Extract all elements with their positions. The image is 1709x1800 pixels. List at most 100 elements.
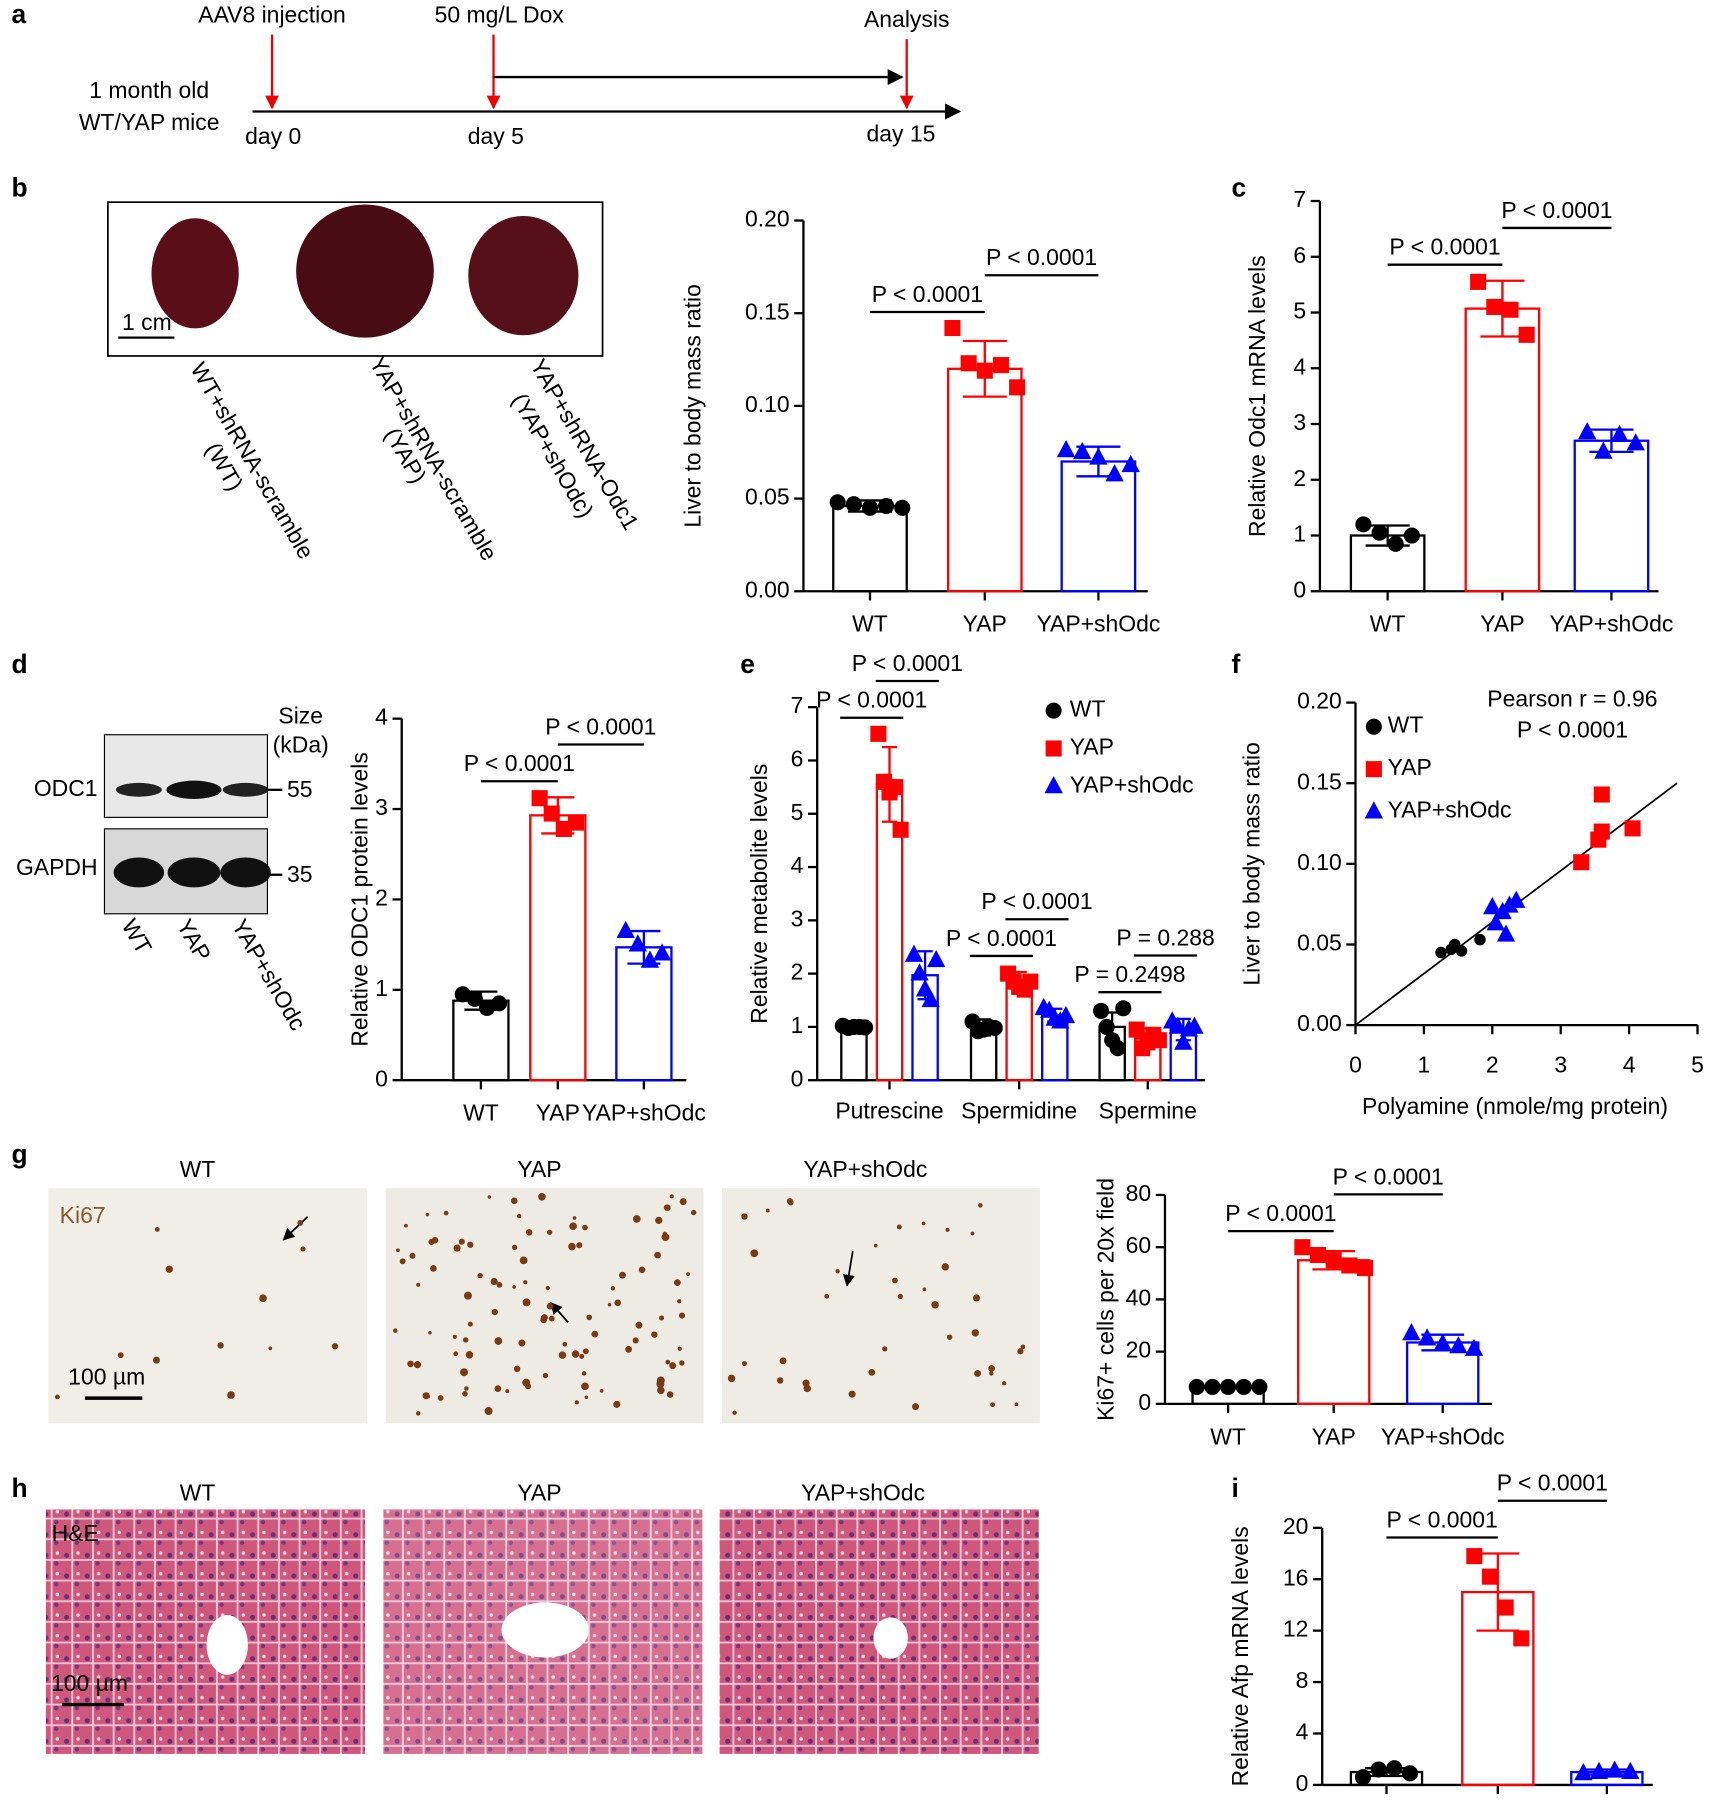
data-point <box>567 814 585 831</box>
panel-letters: a b c d e f g h i <box>11 0 1246 1503</box>
liver <box>151 218 239 329</box>
x-tick-label: 2 <box>1486 1051 1499 1077</box>
band-label: GAPDH <box>16 854 98 880</box>
he-images: WT YAP YAP+shOdc H&E 100 µm <box>45 1480 1039 1754</box>
band <box>167 857 221 888</box>
error-bar <box>1104 1011 1120 1043</box>
data-point <box>1045 702 1062 719</box>
stain-dot <box>546 1302 554 1310</box>
y-tick-label: 0.00 <box>745 576 790 602</box>
stain-dot <box>803 1384 811 1393</box>
y-tick-label: 3 <box>791 905 804 931</box>
data-point <box>1365 761 1382 778</box>
data-point <box>894 499 911 516</box>
stain-dot <box>467 1241 474 1248</box>
x-tick-label: 3 <box>1554 1051 1567 1077</box>
liver <box>468 215 579 336</box>
p-value-label: P < 0.0001 <box>1225 1200 1336 1226</box>
stain-dot <box>972 1294 981 1302</box>
x-tick-label: YAP+shOdc <box>1036 611 1160 637</box>
stain-dot <box>494 1337 503 1345</box>
bar <box>1060 460 1137 593</box>
x-tick-label: YAP <box>1312 1423 1356 1449</box>
stain-dot <box>727 1374 736 1383</box>
error-bar <box>1585 1768 1629 1776</box>
stain-dot <box>511 1244 518 1250</box>
error-bar <box>464 990 498 1011</box>
stain-dot <box>416 1282 421 1287</box>
stain-dot <box>579 1353 585 1359</box>
stain-dot <box>396 1248 400 1253</box>
stain-dot <box>487 1195 492 1199</box>
stain-dot <box>868 1368 876 1376</box>
stain-dot <box>669 1194 674 1199</box>
stain-dot <box>732 1410 737 1415</box>
stain-dot <box>677 1346 682 1351</box>
stain-dot <box>399 1258 406 1265</box>
stain-dot <box>428 1238 435 1246</box>
y-tick-label: 2 <box>375 884 388 910</box>
error-bar <box>1421 1333 1465 1352</box>
size-marker: 35 <box>287 861 313 887</box>
stain-dot <box>971 1329 979 1337</box>
data-point <box>904 944 924 962</box>
stain-dot <box>505 1389 510 1394</box>
day-label: day 0 <box>245 123 301 149</box>
stain-dot <box>422 1392 430 1400</box>
liver <box>296 204 434 338</box>
y-tick-label: 2 <box>791 959 804 985</box>
stain-dot <box>669 1362 677 1370</box>
data-point <box>878 497 895 515</box>
p-value-label: P < 0.0001 <box>981 888 1092 914</box>
x-tick-label: 0 <box>1349 1051 1362 1077</box>
y-tick-label: 2 <box>1293 465 1306 491</box>
stain-dot <box>437 1395 444 1401</box>
stain-dot <box>525 1383 532 1390</box>
data-point <box>478 999 496 1016</box>
legend-label: YAP <box>1070 734 1114 760</box>
stain-dot <box>572 1216 577 1220</box>
stain-dot <box>297 1220 304 1226</box>
group-label: YAP+shRNA-scramble <box>365 352 503 565</box>
y-tick-label: 16 <box>1283 1564 1309 1590</box>
data-point <box>491 995 508 1012</box>
stain-dot <box>946 1334 953 1340</box>
stain-dot <box>1001 1381 1007 1386</box>
data-point <box>1356 1260 1374 1277</box>
x-tick-label: 1 <box>1418 1051 1431 1077</box>
error-bar <box>1011 970 1027 995</box>
stain-dot <box>679 1360 685 1366</box>
stain-dot <box>776 1377 784 1384</box>
y-tick-label: 7 <box>791 692 804 718</box>
p-value-label: P < 0.0001 <box>816 687 927 713</box>
x-tick-label: YAP <box>1480 611 1524 637</box>
data-point <box>857 1019 874 1036</box>
x-tick-label: YAP <box>963 611 1007 637</box>
data-point <box>1507 890 1526 908</box>
y-tick-label: 0 <box>1293 576 1306 602</box>
error-bar <box>1175 1017 1191 1042</box>
y-tick-label: 7 <box>1293 186 1306 212</box>
error-bar <box>847 499 893 513</box>
y-tick-label: 40 <box>1126 1284 1152 1310</box>
legend-label: WT <box>1388 712 1424 738</box>
x-tick-label: WT <box>852 611 888 637</box>
panel-letter: g <box>11 1139 27 1169</box>
y-tick-label: 20 <box>1283 1513 1309 1539</box>
data-point <box>1235 1378 1252 1395</box>
y-tick-label: 60 <box>1126 1232 1152 1258</box>
x-tick-label: 4 <box>1623 1051 1636 1077</box>
data-point <box>1464 1338 1484 1356</box>
stain-dot <box>663 1204 671 1211</box>
data-point <box>454 986 471 1003</box>
stain-dot <box>463 1337 469 1343</box>
stain-dot <box>460 1368 468 1377</box>
bar <box>946 367 1023 593</box>
data-point <box>1496 924 1516 942</box>
stain-dot <box>464 1386 469 1391</box>
data-point <box>1204 1378 1221 1395</box>
y-tick-label: 0.00 <box>1297 1010 1342 1036</box>
data-point <box>1574 1763 1593 1781</box>
